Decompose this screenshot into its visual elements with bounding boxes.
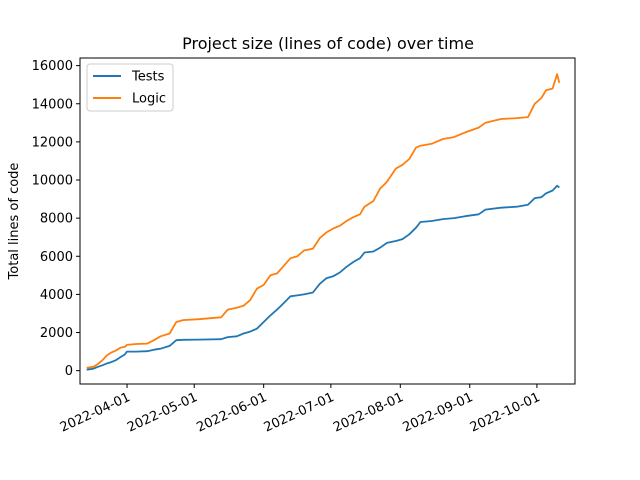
series-layer (86, 73, 561, 371)
x-tick-label: 2022-10-01 (468, 390, 543, 436)
y-tick-label: 10000 (32, 174, 73, 189)
legend-label-logic: Logic (132, 92, 166, 107)
series-line-logic (86, 73, 561, 369)
axes-layer: 0 2000 4000 6000 8000 10000 12000 14000 16000 202… (32, 59, 543, 435)
legend: Tests Logic (86, 63, 174, 112)
y-tick-label: 6000 (40, 250, 73, 265)
x-tick-label: 2022-04-01 (58, 390, 133, 436)
y-axis-label: Total lines of code (7, 163, 22, 281)
x-tick-label: 2022-05-01 (125, 390, 200, 436)
y-tick-label: 2000 (40, 326, 73, 341)
x-tick-label: 2022-07-01 (262, 390, 337, 436)
y-tick-label: 0 (65, 364, 73, 379)
chart-title: Project size (lines of code) over time (182, 34, 474, 53)
x-tick-label: 2022-06-01 (195, 390, 270, 436)
y-tick-label: 16000 (32, 59, 73, 74)
y-tick-label: 8000 (40, 212, 73, 227)
y-tick-label: 14000 (32, 97, 73, 112)
series-line-tests (86, 184, 560, 371)
plot-frame (79, 57, 576, 385)
y-tick-label: 4000 (40, 288, 73, 303)
x-tick-label: 2022-08-01 (331, 390, 406, 436)
x-tick-label: 2022-09-01 (401, 390, 476, 436)
y-tick-label: 12000 (32, 135, 73, 150)
legend-label-tests: Tests (131, 70, 165, 85)
